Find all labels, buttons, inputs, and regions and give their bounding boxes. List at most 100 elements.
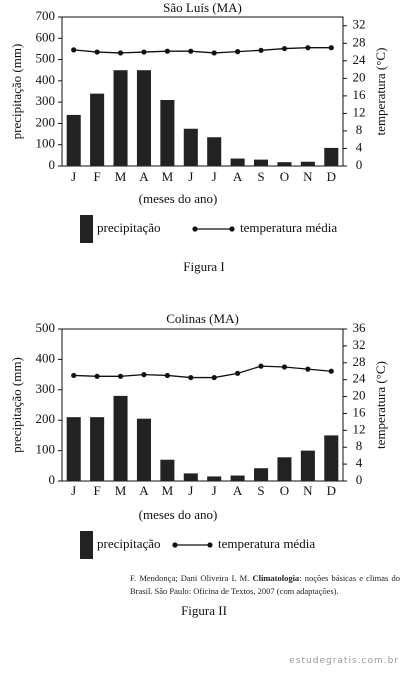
bar <box>160 100 175 166</box>
point <box>117 50 124 56</box>
x-tick-label: A <box>139 169 149 184</box>
point <box>141 49 147 55</box>
bar <box>136 418 151 481</box>
x-tick-label: J <box>71 169 76 184</box>
bar <box>183 128 198 166</box>
y2-tick-label: 24 <box>353 371 367 386</box>
y2-tick-label: 32 <box>353 17 366 32</box>
y2-tick-label: 20 <box>353 69 366 84</box>
legend-swatch <box>80 215 93 243</box>
y-tick-label: 600 <box>36 29 56 44</box>
point <box>328 368 334 374</box>
point <box>258 363 264 369</box>
figure-caption: Figura II <box>181 603 227 618</box>
x-tick-label: N <box>303 169 313 184</box>
bar <box>90 417 105 481</box>
y-tick-label: 100 <box>36 136 56 151</box>
y2-tick-label: 28 <box>353 34 366 49</box>
x-tick-label: M <box>162 169 174 184</box>
y-tick-label: 400 <box>36 72 56 87</box>
point <box>71 47 77 53</box>
bar <box>254 159 269 166</box>
y-tick-label: 400 <box>36 350 56 365</box>
point <box>71 372 77 379</box>
point <box>235 370 241 376</box>
x-tick-label: J <box>71 483 76 498</box>
point <box>328 45 334 51</box>
legend-label: temperatura média <box>218 536 315 551</box>
y2-tick-label: 16 <box>353 87 367 102</box>
plot-frame <box>61 328 344 482</box>
y-tick-label: 200 <box>36 411 56 426</box>
y2-tick-label: 12 <box>353 421 366 436</box>
x-tick-label: F <box>94 169 101 184</box>
line <box>73 365 332 379</box>
point <box>235 49 241 55</box>
bar <box>90 93 105 166</box>
x-tick-label: J <box>188 169 193 184</box>
legend-label: precipitação <box>97 536 161 551</box>
figure-caption: Figura I <box>183 259 225 274</box>
y-tick-label: 0 <box>49 472 56 487</box>
source-text: : noções básicas e climas do Brasil. São… <box>130 573 400 596</box>
x-tick-label: M <box>115 169 127 184</box>
x-tick-label: S <box>257 169 264 184</box>
legend-label: precipitação <box>97 220 161 235</box>
x-tick-label: A <box>233 169 243 184</box>
bar <box>277 162 292 166</box>
bar <box>207 137 222 166</box>
x-tick-label: J <box>212 169 217 184</box>
y2-tick-label: 28 <box>353 354 366 369</box>
x-tick-label: M <box>115 483 127 498</box>
x-axis-label: (meses do ano) <box>139 507 218 522</box>
bar <box>66 114 81 166</box>
point <box>188 374 194 381</box>
y-tick-label: 700 <box>36 8 56 23</box>
y2-axis-label: temperatura (°C) <box>373 361 388 449</box>
bar <box>300 161 315 166</box>
line <box>73 47 332 54</box>
x-axis-label: (meses do ano) <box>139 191 218 206</box>
x-tick-label: A <box>139 483 149 498</box>
point <box>164 372 170 379</box>
watermark: estudegratis.com.br <box>289 656 399 666</box>
point <box>305 366 311 372</box>
x-tick-label: A <box>233 483 243 498</box>
y-axis-label: precipitação (mm) <box>9 357 24 453</box>
y2-tick-label: 16 <box>353 404 367 419</box>
y-tick-label: 100 <box>36 442 56 457</box>
y-tick-label: 300 <box>36 381 56 396</box>
point <box>211 374 217 381</box>
bar <box>183 473 198 481</box>
bar <box>277 457 292 481</box>
legend-point <box>192 226 198 232</box>
y2-tick-label: 12 <box>353 104 366 119</box>
bar <box>324 147 339 166</box>
bar <box>66 417 81 481</box>
point <box>281 45 288 52</box>
point <box>94 373 100 379</box>
y-tick-label: 300 <box>36 93 56 108</box>
legend-point <box>172 542 178 548</box>
legend-swatch <box>80 531 93 559</box>
y-tick-label: 200 <box>36 114 56 129</box>
y2-tick-label: 20 <box>353 388 366 403</box>
source-text: F. Mendonça; Dani Oliveira I. M. <box>130 573 250 583</box>
point <box>141 372 147 378</box>
bar <box>230 158 245 166</box>
x-tick-label: N <box>303 483 313 498</box>
y2-tick-label: 36 <box>353 320 367 335</box>
chart-title: São Luís (MA) <box>163 0 242 15</box>
x-tick-label: J <box>212 483 217 498</box>
bar <box>230 475 245 481</box>
point <box>211 50 217 56</box>
bar <box>300 450 315 481</box>
point <box>281 364 288 370</box>
x-tick-label: F <box>94 483 101 498</box>
y2-tick-label: 4 <box>356 139 363 154</box>
point <box>164 48 170 54</box>
legend-point <box>229 226 235 232</box>
y2-tick-label: 0 <box>356 157 363 172</box>
x-tick-label: J <box>188 483 193 498</box>
